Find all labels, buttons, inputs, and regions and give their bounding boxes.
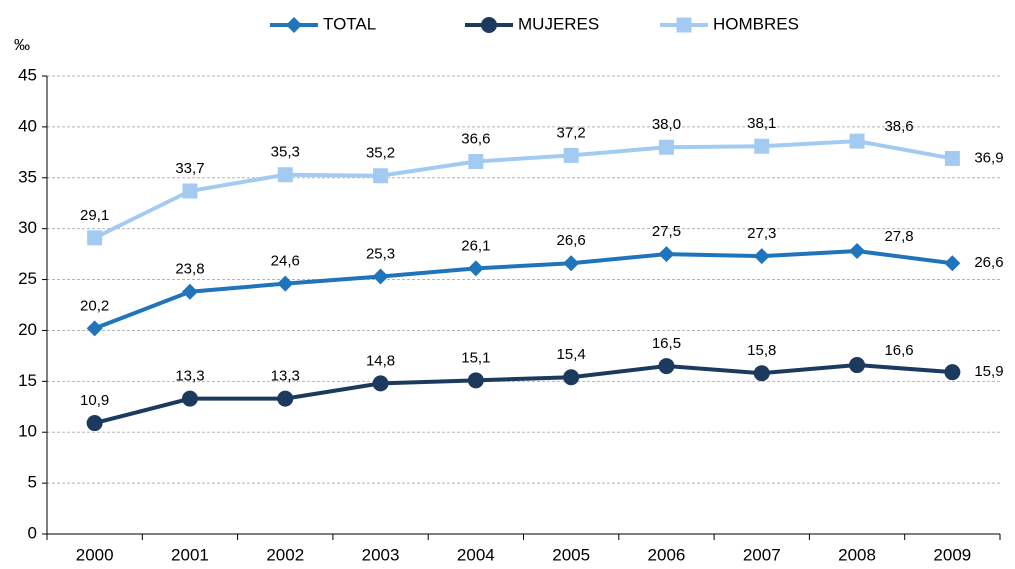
y-tick-label: 0 [28, 523, 37, 542]
data-label: 14,8 [366, 352, 395, 369]
series-line [93, 249, 953, 331]
data-label: 38,0 [652, 116, 681, 133]
x-tick-label: 2006 [648, 545, 686, 564]
marker [658, 139, 674, 155]
marker [286, 17, 302, 33]
data-label: 27,5 [652, 223, 681, 240]
legend-item: HOMBRES [660, 14, 799, 33]
x-tick-label: 2004 [457, 545, 495, 564]
data-label: 15,4 [557, 346, 586, 363]
data-label: 16,5 [652, 335, 681, 352]
x-tick-label: 2002 [266, 545, 304, 564]
data-label: 35,3 [271, 144, 300, 161]
y-tick-label: 20 [18, 320, 37, 339]
y-tick-label: 30 [18, 218, 37, 237]
marker [372, 268, 389, 285]
marker [86, 415, 103, 432]
marker [277, 390, 294, 407]
x-tick-label: 2008 [838, 545, 876, 564]
x-tick-label: 2005 [552, 545, 590, 564]
marker [182, 183, 198, 199]
marker [754, 138, 770, 154]
data-label: 13,3 [271, 368, 300, 385]
data-label: 20,2 [80, 297, 109, 314]
data-label: 16,6 [884, 342, 913, 359]
data-label: 25,3 [366, 245, 395, 262]
marker [563, 255, 580, 272]
marker [181, 283, 198, 300]
marker [944, 150, 960, 166]
y-tick-label: 10 [18, 422, 37, 441]
marker [277, 167, 293, 183]
legend-item: TOTAL [270, 14, 376, 33]
legend-label: MUJERES [518, 14, 599, 33]
marker [944, 364, 961, 381]
y-axis-label: ‰ [14, 37, 30, 54]
x-tick-label: 2000 [76, 545, 114, 564]
marker [87, 230, 103, 246]
marker [753, 248, 770, 265]
x-tick-label: 2007 [743, 545, 781, 564]
data-label: 23,8 [175, 261, 204, 278]
data-label: 36,9 [974, 149, 1003, 166]
data-label: 36,6 [461, 130, 490, 147]
data-label: 38,1 [747, 115, 776, 132]
marker [372, 375, 389, 392]
data-label: 15,8 [747, 342, 776, 359]
data-label: 26,6 [974, 254, 1003, 271]
marker [277, 275, 294, 292]
data-label: 13,3 [175, 368, 204, 385]
legend-label: HOMBRES [713, 14, 799, 33]
marker [181, 390, 198, 407]
marker [481, 17, 497, 33]
legend-item: MUJERES [465, 14, 599, 33]
y-tick-label: 40 [18, 116, 37, 135]
marker [468, 153, 484, 169]
marker [563, 369, 580, 386]
data-label: 24,6 [271, 253, 300, 270]
y-tick-label: 15 [18, 371, 37, 390]
y-tick-label: 35 [18, 167, 37, 186]
x-tick-label: 2001 [171, 545, 209, 564]
data-label: 29,1 [80, 207, 109, 224]
x-tick-label: 2003 [362, 545, 400, 564]
data-label: 15,1 [461, 349, 490, 366]
marker [944, 255, 961, 272]
series-line [94, 363, 953, 425]
data-label: 26,6 [557, 232, 586, 249]
data-label: 26,1 [461, 237, 490, 254]
marker [563, 147, 579, 163]
marker [373, 168, 389, 184]
data-label: 27,8 [884, 228, 913, 245]
marker [849, 133, 865, 149]
marker [658, 246, 675, 263]
data-label: 33,7 [175, 160, 204, 177]
series-line [93, 139, 953, 240]
marker [86, 320, 103, 337]
data-label: 38,6 [884, 118, 913, 135]
marker [658, 358, 675, 375]
legend-label: TOTAL [323, 14, 376, 33]
data-label: 10,9 [80, 392, 109, 409]
marker [467, 372, 484, 389]
y-tick-label: 25 [18, 269, 37, 288]
y-tick-label: 5 [28, 473, 37, 492]
y-tick-label: 45 [18, 65, 37, 84]
x-tick-label: 2009 [933, 545, 971, 564]
marker [467, 260, 484, 277]
data-label: 27,3 [747, 225, 776, 242]
marker [676, 17, 692, 33]
data-label: 37,2 [557, 124, 586, 141]
marker [849, 243, 866, 260]
data-label: 15,9 [974, 363, 1003, 380]
data-label: 35,2 [366, 145, 395, 162]
marker [849, 357, 866, 374]
marker [753, 365, 770, 382]
